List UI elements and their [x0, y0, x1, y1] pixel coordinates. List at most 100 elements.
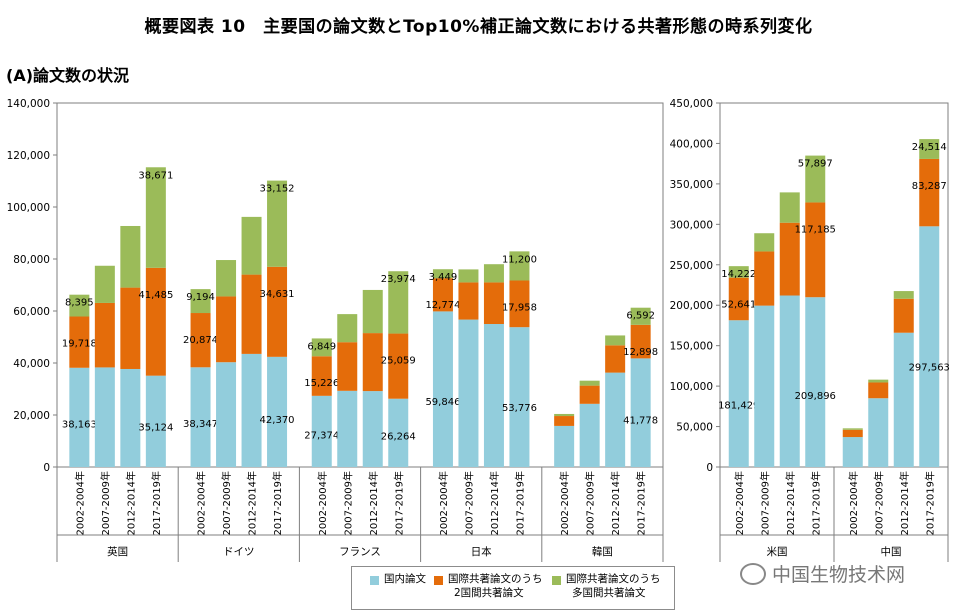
- legend-label-bilateral-line1: 国際共著論文のうち: [448, 573, 543, 585]
- data-label: 83,287: [912, 181, 947, 192]
- y-tick-label: 350,000: [670, 179, 713, 191]
- bar-bilateral: [779, 222, 800, 296]
- x-tick-label: 2002-2004年: [195, 471, 208, 536]
- data-label: 52,641: [721, 300, 756, 311]
- bar-multilateral: [605, 335, 626, 346]
- x-tick-label: 2012-2014年: [609, 471, 622, 536]
- data-label: 25,059: [381, 356, 416, 367]
- bar-multilateral: [579, 380, 600, 386]
- data-label: 38,347: [183, 419, 218, 430]
- watermark-text: 中国生物技术网: [772, 564, 906, 586]
- x-tick-label: 2002-2004年: [558, 471, 571, 536]
- y-tick-label: 200,000: [670, 300, 713, 312]
- x-tick-label: 2017-2019年: [635, 471, 648, 536]
- legend-label-bilateral-line2: 2国間共著論文: [454, 587, 524, 599]
- legend-swatch-domestic: [370, 576, 379, 585]
- group-label: 日本: [471, 545, 492, 558]
- group-label: ドイツ: [223, 546, 255, 558]
- bar-multilateral: [190, 289, 211, 314]
- data-label: 26,264: [381, 432, 416, 443]
- bar-domestic: [362, 391, 383, 467]
- bar-bilateral: [388, 333, 409, 399]
- bar-domestic: [145, 375, 166, 467]
- bar-bilateral: [754, 251, 775, 306]
- group-label: フランス: [339, 546, 381, 558]
- watermark: 中国生物技术网: [740, 560, 905, 587]
- x-tick-label: 2007-2009年: [462, 471, 475, 536]
- data-label: 9,194: [186, 292, 215, 303]
- x-tick-label: 2002-2004年: [437, 471, 450, 536]
- data-label: 14,222: [721, 269, 756, 280]
- bar-domestic: [483, 324, 504, 467]
- bar-bilateral: [893, 298, 914, 333]
- bar-bilateral: [362, 333, 383, 392]
- bar-multilateral: [311, 338, 332, 357]
- bar-domestic: [919, 226, 940, 467]
- bar-domestic: [893, 332, 914, 467]
- y-tick-label: 150,000: [670, 341, 713, 353]
- bar-multilateral: [94, 265, 115, 303]
- data-label: 6,592: [626, 311, 655, 322]
- bar-multilateral: [388, 271, 409, 334]
- bar-bilateral: [94, 302, 115, 368]
- data-label: 24,514: [912, 142, 947, 153]
- data-label: 38,163: [62, 419, 97, 430]
- group-label: 韓国: [592, 546, 613, 558]
- data-label: 41,778: [623, 416, 658, 427]
- bar-bilateral: [868, 382, 889, 399]
- bar-bilateral: [458, 282, 479, 320]
- y-tick-label: 450,000: [670, 98, 713, 110]
- bar-bilateral: [69, 316, 90, 368]
- bar-bilateral: [579, 385, 600, 404]
- y-tick-label: 100,000: [7, 202, 50, 214]
- data-label: 12,898: [623, 347, 658, 358]
- bar-bilateral: [311, 356, 332, 396]
- y-tick-label: 60,000: [13, 306, 50, 318]
- bar-multilateral: [120, 225, 141, 288]
- bar-domestic: [630, 358, 651, 467]
- legend-label-bilateral: 国際共著論文のうち 2国間共著論文: [448, 572, 543, 600]
- bar-multilateral: [337, 314, 358, 343]
- bar-domestic: [458, 319, 479, 467]
- bar-multilateral: [69, 294, 90, 317]
- y-tick-label: 140,000: [7, 98, 50, 110]
- data-label: 8,395: [65, 298, 94, 309]
- y-tick-label: 100,000: [670, 381, 713, 393]
- bar-multilateral: [145, 167, 166, 268]
- bar-domestic: [554, 425, 575, 467]
- bar-domestic: [779, 295, 800, 467]
- x-tick-label: 2017-2019年: [271, 471, 284, 536]
- x-tick-label: 2012-2014年: [898, 471, 911, 536]
- bar-bilateral: [483, 282, 504, 324]
- data-label: 27,374: [304, 431, 339, 442]
- bar-domestic: [579, 403, 600, 467]
- bar-bilateral: [190, 313, 211, 368]
- legend: 国内論文 国際共著論文のうち 2国間共著論文 国際共著論文のうち 多国間共著論文: [351, 566, 675, 610]
- y-tick-label: 20,000: [13, 410, 50, 422]
- bar-domestic: [868, 398, 889, 467]
- data-label: 209,896: [795, 391, 836, 402]
- bar-multilateral: [630, 307, 651, 325]
- data-label: 6,849: [307, 341, 336, 352]
- bar-multilateral: [509, 251, 530, 281]
- bar-multilateral: [216, 260, 237, 297]
- plot-frame-0: [56, 102, 664, 468]
- bar-multilateral: [868, 379, 889, 383]
- data-label: 19,718: [62, 339, 97, 350]
- bar-bilateral: [216, 296, 237, 363]
- x-tick-label: 2012-2014年: [124, 471, 137, 536]
- bar-bilateral: [919, 158, 940, 227]
- x-tick-label: 2002-2004年: [733, 471, 746, 536]
- bar-multilateral: [728, 266, 749, 278]
- x-tick-label: 2002-2004年: [316, 471, 329, 536]
- bar-domestic: [120, 368, 141, 467]
- bar-domestic: [267, 356, 288, 467]
- x-tick-label: 2017-2019年: [392, 471, 405, 536]
- bar-bilateral: [630, 324, 651, 359]
- group-label: 英国: [107, 545, 128, 558]
- bar-multilateral: [241, 216, 262, 275]
- bar-bilateral: [120, 287, 141, 369]
- bar-bilateral: [145, 267, 166, 376]
- bar-domestic: [842, 437, 863, 467]
